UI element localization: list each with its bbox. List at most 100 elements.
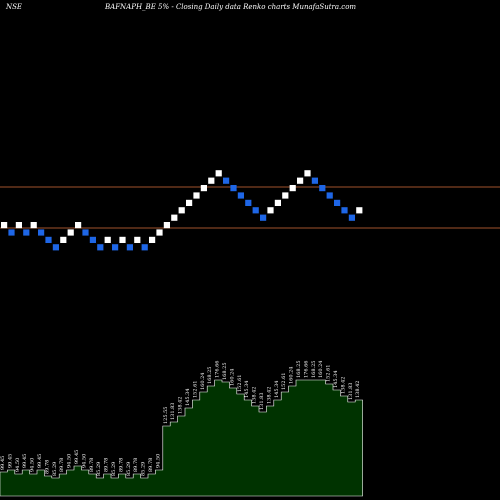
renko-brick-down: [260, 214, 267, 221]
volume-label: 145.34: [244, 381, 250, 399]
volume-label: 89.78: [118, 458, 124, 472]
renko-brick-down: [45, 236, 52, 243]
renko-brick-down: [52, 244, 59, 251]
renko-brick-up: [156, 229, 163, 236]
volume-label: 152.61: [237, 375, 243, 393]
renko-brick-up: [67, 229, 74, 236]
volume-label: 145.34: [185, 389, 191, 407]
exchange-label: NSE: [5, 3, 22, 11]
renko-brick-down: [319, 185, 326, 192]
renko-brick-down: [230, 185, 237, 192]
volume-label: 138.42: [340, 377, 346, 395]
volume-label: 160.24: [229, 369, 235, 387]
volume-label: 85.29: [126, 462, 132, 476]
renko-brick-down: [341, 207, 348, 214]
renko-brick-up: [289, 185, 296, 192]
volume-label: 131.83: [348, 383, 354, 401]
renko-brick-down: [38, 229, 45, 236]
renko-brick-up: [304, 170, 311, 177]
volume-label: 176.66: [303, 361, 309, 379]
renko-brick-up: [171, 214, 178, 221]
volume-label: 145.34: [333, 371, 339, 389]
volume-label: 99.45: [74, 450, 80, 464]
volume-label: 99.45: [0, 456, 6, 470]
volume-label: 89.78: [59, 458, 65, 472]
renko-brick-up: [186, 199, 193, 206]
volume-label: 168.25: [296, 361, 302, 379]
volume-label: 89.78: [104, 458, 110, 472]
renko-brick-up: [15, 222, 22, 229]
volume-labels: 99.45 99.45 94.50 99.45 94.50 99.45 89.78 85.29…: [0, 361, 361, 477]
renko-brick-up: [134, 236, 141, 243]
renko-brick-up: [274, 199, 281, 206]
renko-brick-up: [267, 207, 274, 214]
volume-label: 94.50: [30, 458, 36, 472]
volume-label: 89.78: [89, 458, 95, 472]
renko-brick-down: [89, 236, 96, 243]
renko-brick-up: [1, 222, 8, 229]
volume-label: 99.45: [37, 454, 43, 468]
renko-brick-down: [112, 244, 119, 251]
renko-brick-down: [245, 199, 252, 206]
renko-brick-up: [193, 192, 200, 199]
renko-brick-up: [356, 207, 363, 214]
volume-label: 152.61: [192, 381, 198, 399]
volume-label: 94.50: [81, 454, 87, 468]
renko-brick-down: [82, 229, 89, 236]
renko-brick-up: [60, 236, 67, 243]
volume-label: 89.78: [44, 460, 50, 474]
volume-label: 85.29: [141, 462, 147, 476]
volume-label: 168.25: [311, 361, 317, 379]
renko-brick-up: [104, 236, 111, 243]
volume-label: 99.45: [7, 454, 13, 468]
renko-brick-up: [215, 170, 222, 177]
renko-brick-up: [163, 222, 170, 229]
volume-label: 176.66: [215, 361, 221, 379]
chart-title: BAFNAPH_BE 5% - Closing Daily data Renko…: [104, 3, 356, 11]
renko-brick-down: [141, 244, 148, 251]
volume-label: 89.78: [133, 458, 139, 472]
volume-area: [0, 379, 363, 497]
volume-label: 138.42: [178, 397, 184, 415]
volume-label: 160.24: [289, 367, 295, 385]
renko-brick-down: [311, 177, 318, 184]
volume-label: 99.45: [22, 454, 28, 468]
volume-label: 152.61: [326, 365, 332, 383]
volume-label: 85.29: [52, 462, 58, 476]
volume-label: 168.25: [207, 367, 213, 385]
renko-brick-up: [282, 192, 289, 199]
volume-label: 131.83: [259, 393, 265, 411]
volume-label: 168.25: [222, 363, 228, 381]
renko-brick-down: [237, 192, 244, 199]
volume-label: 160.24: [318, 361, 324, 379]
renko-brick-down: [126, 244, 133, 251]
renko-brick-up: [178, 207, 185, 214]
volume-label: 85.29: [111, 462, 117, 476]
volume-label: 152.61: [281, 373, 287, 391]
renko-brick-up: [297, 177, 304, 184]
renko-brick-down: [8, 229, 15, 236]
renko-brick-up: [75, 222, 82, 229]
volume-label: 138.42: [355, 381, 361, 399]
renko-brick-up: [149, 236, 156, 243]
volume-label: 145.34: [274, 381, 280, 399]
volume-label: 160.24: [200, 373, 206, 391]
volume-label: 138.42: [266, 387, 272, 405]
volume-label: 138.42: [252, 387, 258, 405]
renko-brick-down: [97, 244, 104, 251]
renko-bricks: [1, 170, 363, 251]
volume-label: 94.50: [67, 454, 73, 468]
renko-brick-down: [223, 177, 230, 184]
renko-brick-up: [200, 185, 207, 192]
volume-label: 131.83: [170, 403, 176, 421]
renko-brick-up: [119, 236, 126, 243]
renko-brick-down: [348, 214, 355, 221]
volume-label: 85.29: [96, 462, 102, 476]
renko-brick-down: [326, 192, 333, 199]
volume-label: 89.78: [148, 458, 154, 472]
renko-brick-up: [30, 222, 37, 229]
renko-brick-down: [252, 207, 259, 214]
volume-label: 125.55: [163, 407, 169, 425]
renko-brick-down: [334, 199, 341, 206]
